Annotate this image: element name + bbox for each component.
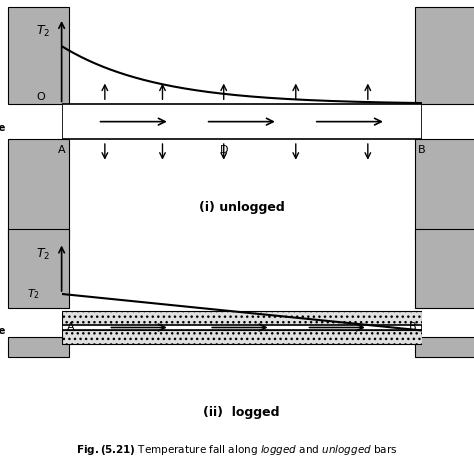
Bar	[415, 7, 474, 104]
Text: B: B	[409, 323, 417, 332]
Bar	[62, 311, 422, 325]
Bar	[8, 229, 69, 308]
Bar	[8, 337, 69, 357]
Text: Temperature: Temperature	[0, 326, 7, 336]
Text: (i) unlogged: (i) unlogged	[199, 202, 284, 214]
Bar	[8, 7, 69, 104]
Bar	[415, 229, 474, 308]
Text: $T_2$: $T_2$	[36, 247, 51, 262]
Text: $\bf{Fig.(5.21)}$ Temperature fall along $\it{logged}$ and $\it{unlogged}$ bars: $\bf{Fig.(5.21)}$ Temperature fall along…	[76, 442, 398, 457]
Text: D: D	[219, 146, 228, 155]
Text: $T_2$: $T_2$	[27, 287, 40, 301]
Bar	[415, 139, 474, 240]
Bar	[62, 104, 422, 139]
Text: O: O	[36, 92, 46, 102]
Bar	[62, 325, 422, 330]
Text: A: A	[58, 146, 65, 155]
Text: B: B	[418, 146, 426, 155]
Text: (ii)  logged: (ii) logged	[203, 406, 280, 419]
Bar	[415, 337, 474, 357]
Text: A: A	[67, 323, 74, 332]
Bar	[62, 330, 422, 344]
Bar	[8, 139, 69, 240]
Text: Temperature: Temperature	[0, 123, 7, 133]
Text: $T_2$: $T_2$	[36, 23, 51, 39]
